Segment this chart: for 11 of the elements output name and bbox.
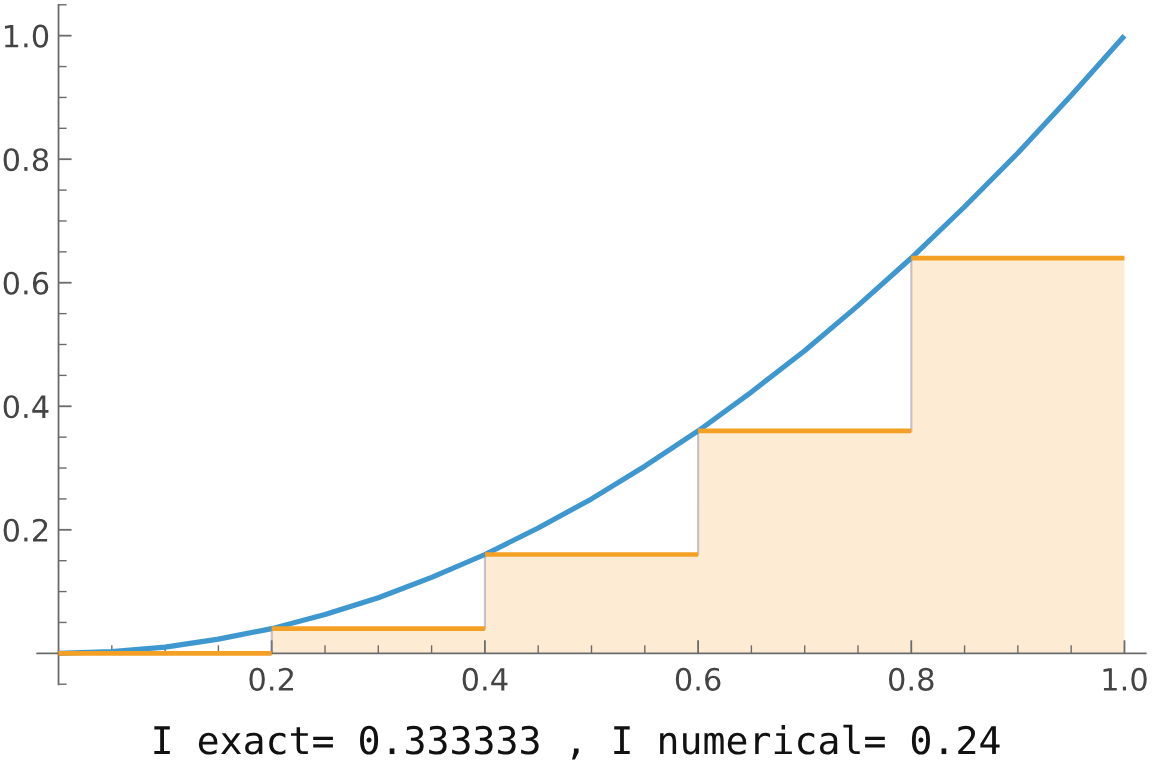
y-tick-label: 0.2 — [3, 518, 48, 542]
y-tick-label: 0.8 — [3, 148, 49, 172]
x-tick-label: 0.4 — [462, 667, 508, 691]
x-tick-label: 0.8 — [888, 667, 934, 691]
y-tick-label: 0.4 — [3, 395, 49, 419]
x-tick-label: 0.6 — [675, 667, 721, 691]
x-tick-label: 1.0 — [1103, 667, 1147, 691]
x-tick-label: 0.2 — [249, 667, 293, 691]
text: I exact= 0.333333 , I numerical= 0.24 — [154, 724, 1000, 760]
y-tick-label: 0.6 — [3, 271, 49, 295]
y-tick-label: 1.0 — [4, 24, 49, 48]
